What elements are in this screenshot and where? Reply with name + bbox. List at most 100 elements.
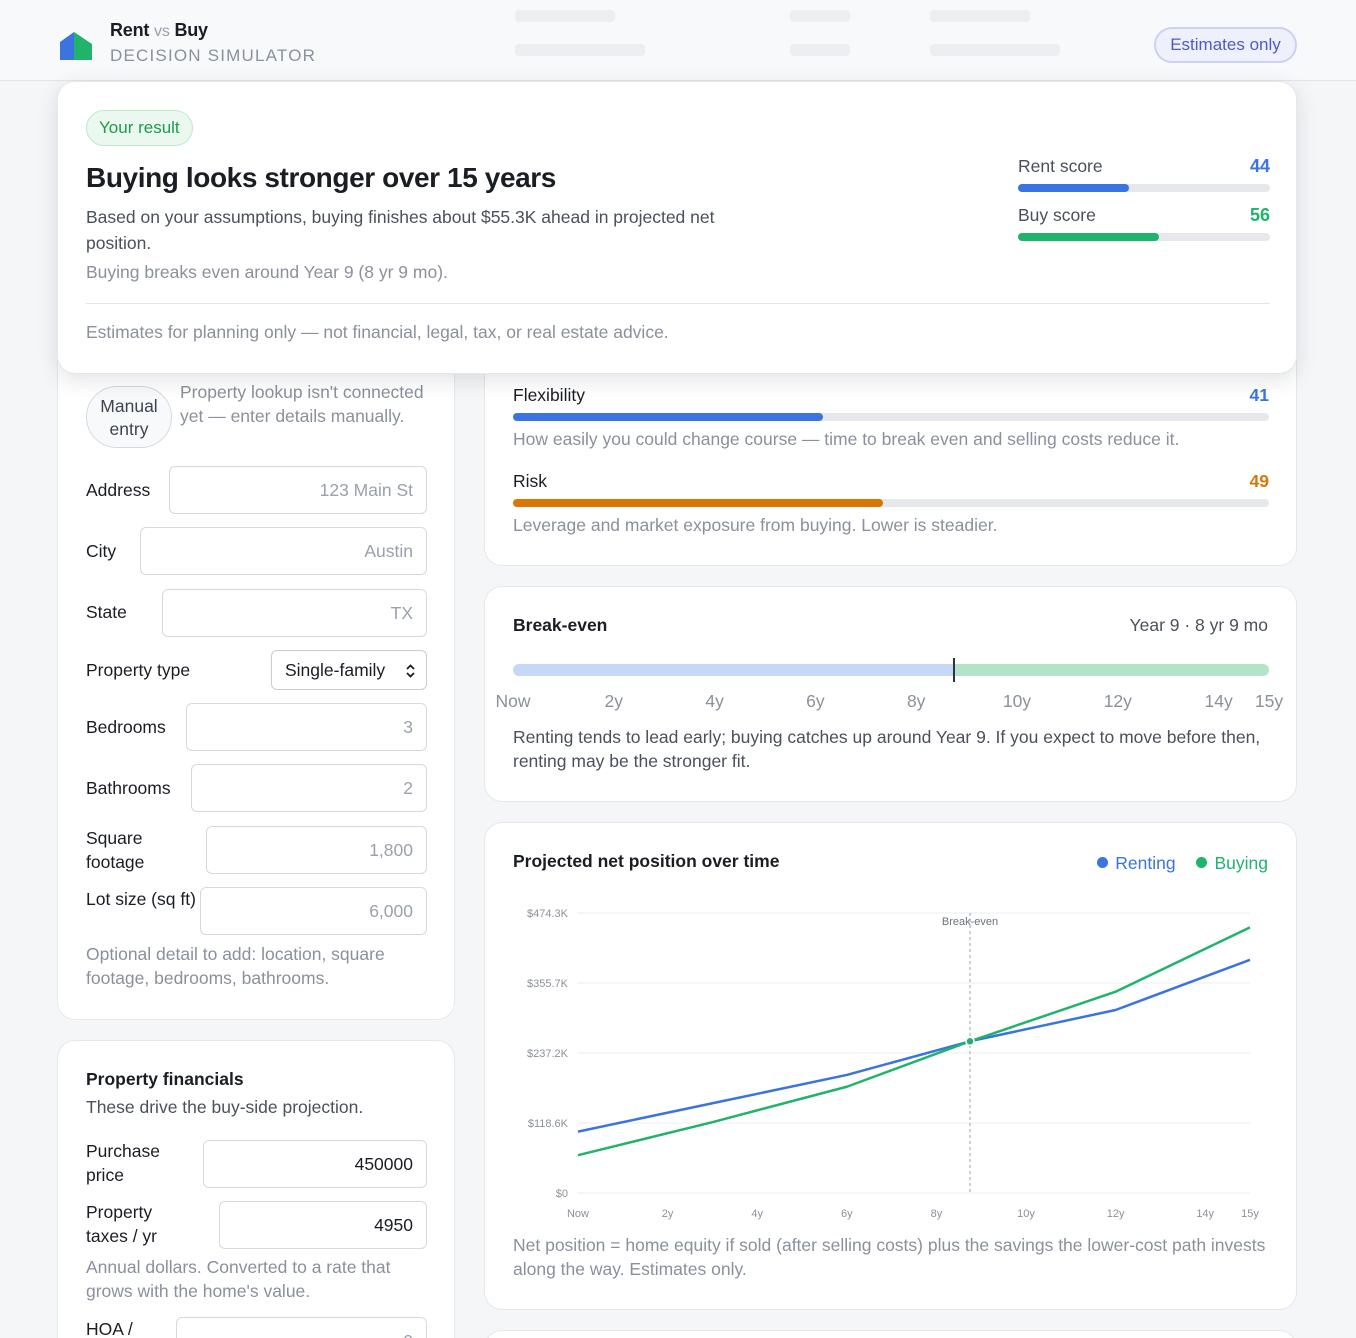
select-chevron-icon [406, 664, 415, 678]
y-tick-label: $118.6K [528, 1118, 569, 1130]
result-card: Your result Buying looks stronger over 1… [57, 81, 1297, 374]
purchase-price-label: Purchase price [86, 1141, 160, 1185]
house-logo-icon [60, 32, 92, 60]
breakeven-annotation: Break-even [942, 916, 998, 928]
flexibility-fill [513, 413, 823, 421]
breakeven-tick-label: 6y [806, 691, 825, 711]
risk-fill [513, 499, 884, 507]
address-input[interactable]: 123 Main St [169, 466, 427, 514]
hoa-label: HOA / [86, 1319, 133, 1338]
financials-title: Property financials [86, 1069, 244, 1089]
series-line-buying [577, 926, 1251, 1157]
property-financials-card: Property financials These drive the buy-… [57, 1040, 455, 1338]
chart-title: Projected net position over time [513, 851, 780, 871]
taxes-note: Annual dollars. Converted to a rate that… [86, 1257, 391, 1301]
purchase-price-input[interactable]: 450000 [203, 1140, 427, 1188]
bedrooms-input[interactable]: 3 [186, 703, 427, 751]
your-result-pill: Your result [86, 110, 193, 146]
buy-score-label: Buy score [1018, 205, 1096, 225]
legend-buying: Buying [1196, 853, 1268, 873]
breakeven-text: Renting tends to lead early; buying catc… [513, 727, 1261, 771]
series-line-renting [577, 958, 1251, 1133]
chart-footnote: Net position = home equity if sold (afte… [513, 1235, 1266, 1279]
risk-track [513, 499, 1269, 507]
result-description: Based on your assumptions, buying finish… [86, 207, 715, 253]
buy-score-value: 56 [1249, 205, 1270, 225]
disclaimer: Estimates for planning only — not financ… [86, 322, 669, 342]
city-input[interactable]: Austin [140, 527, 427, 575]
bathrooms-input[interactable]: 2 [191, 764, 427, 812]
legend-renting: Renting [1097, 853, 1176, 873]
rent-score-fill [1018, 184, 1129, 192]
x-tick-label: 15y [1241, 1208, 1259, 1220]
rent-score-track [1018, 184, 1270, 192]
renting-segment [513, 664, 954, 676]
flexibility-value: 41 [1249, 385, 1269, 405]
flexibility-track [513, 413, 1269, 421]
y-tick-label: $355.7K [527, 978, 569, 990]
x-tick-label: 8y [931, 1208, 943, 1220]
x-tick-label: 10y [1017, 1208, 1035, 1220]
brand-title: Rent vs Buy [110, 20, 208, 40]
metrics-card: Flexibility 41 How easily you could chan… [484, 360, 1297, 566]
y-tick-label: $0 [556, 1188, 568, 1200]
net-position-chart-card: Projected net position over time Renting… [484, 822, 1297, 1310]
chart-legend: Renting Buying [1081, 853, 1268, 874]
breakeven-card: Break-even Year 9 · 8 yr 9 mo Now 2y 4y 6y 8… [484, 586, 1297, 802]
divider [86, 303, 1270, 304]
faded-placeholder [790, 44, 850, 56]
breakeven-marker [953, 658, 955, 682]
breakeven-tick-label: 15y [1254, 691, 1284, 711]
buying-segment [954, 664, 1269, 676]
breakeven-tick-label: 4y [705, 691, 724, 711]
buy-score-fill [1018, 233, 1160, 241]
flexibility-metric: Flexibility 41 How easily you could chan… [513, 385, 1269, 449]
lookup-note: Property lookup isn't connected yet — en… [180, 382, 424, 426]
rent-score: Rent score 44 [1018, 156, 1270, 192]
top-bar: Rent vs Buy DECISION SIMULATOR Estimates… [0, 0, 1356, 81]
x-tick-label: 4y [751, 1208, 763, 1220]
buying-dot-icon [1196, 857, 1208, 868]
faded-placeholder [930, 10, 1030, 22]
lot-size-input[interactable]: 6,000 [200, 887, 427, 935]
financials-subtitle: These drive the buy-side projection. [86, 1097, 364, 1117]
brand-subtitle: DECISION SIMULATOR [110, 46, 317, 65]
property-taxes-input[interactable]: 4950 [219, 1201, 427, 1249]
address-label: Address [86, 480, 151, 500]
city-label: City [86, 541, 117, 561]
manual-entry-pill[interactable]: Manual entry [86, 386, 172, 448]
breakeven-tick-label: 8y [906, 691, 926, 711]
brand: Rent vs Buy DECISION SIMULATOR [110, 20, 316, 66]
buy-score: Buy score 56 [1018, 205, 1270, 241]
breakeven-tick-label: 14y [1204, 691, 1233, 711]
rent-score-label: Rent score [1018, 156, 1103, 176]
flexibility-label: Flexibility [513, 385, 585, 405]
hoa-input[interactable]: 0 [176, 1317, 427, 1338]
state-input[interactable]: TX [162, 589, 427, 637]
buy-score-track [1018, 233, 1270, 241]
property-type-label: Property type [86, 660, 191, 680]
state-label: State [86, 602, 127, 622]
risk-label: Risk [513, 471, 548, 491]
flexibility-description: How easily you could change course — tim… [513, 429, 1180, 449]
renting-dot-icon [1097, 857, 1109, 868]
property-type-select[interactable]: Single-family [271, 650, 427, 690]
risk-value: 49 [1249, 471, 1269, 491]
square-footage-label: Square footage [86, 828, 145, 872]
breakeven-timeline [513, 664, 1269, 676]
estimates-only-badge: Estimates only [1154, 27, 1297, 63]
breakeven-point [965, 1036, 975, 1047]
y-tick-label: $237.2K [527, 1048, 569, 1060]
x-tick-label: 12y [1107, 1208, 1125, 1220]
net-position-chart: $0 $118.6K $237.2K $355.7K $474.3K Now 2y 4y 6y 8… [527, 908, 1259, 1220]
property-details-card: Manual entry Property lookup isn't conne… [57, 360, 455, 1020]
x-tick-label: Now [567, 1208, 589, 1220]
optional-detail-note: Optional detail to add: location, square… [86, 944, 385, 988]
property-taxes-label: Property taxes / yr [86, 1202, 157, 1246]
result-breakeven: Buying breaks even around Year 9 (8 yr 9… [86, 262, 448, 282]
breakeven-tick-label: 2y [604, 691, 624, 711]
risk-description: Leverage and market exposure from buying… [513, 515, 998, 535]
lot-size-label: Lot size (sq ft) [86, 889, 196, 909]
square-footage-input[interactable]: 1,800 [206, 826, 427, 874]
x-tick-label: 2y [662, 1208, 674, 1220]
